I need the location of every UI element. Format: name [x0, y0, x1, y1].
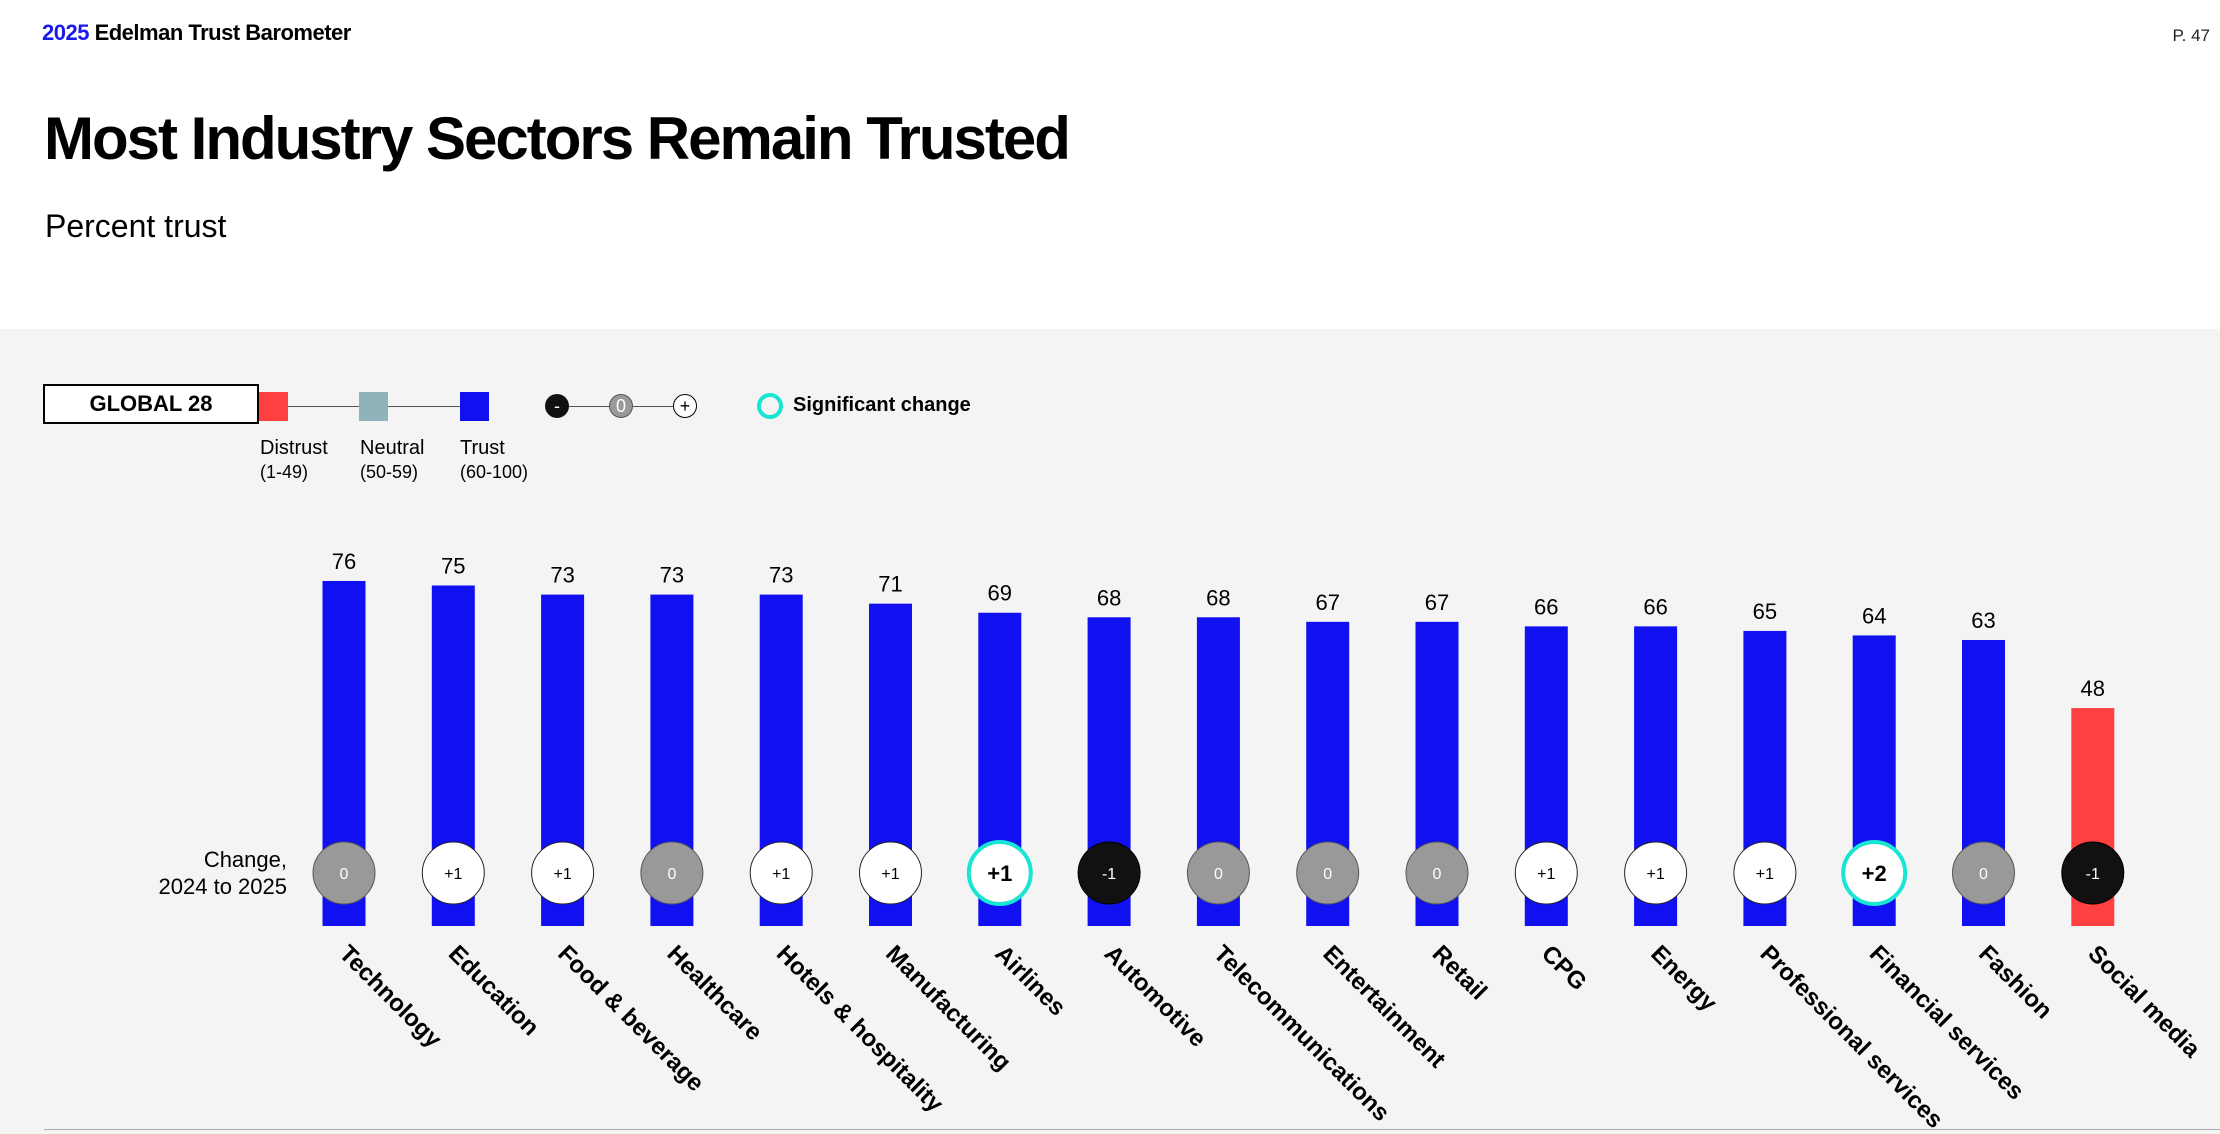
- value-label-3: 73: [660, 563, 684, 588]
- legend-trust-label: Trust (60-100): [460, 437, 529, 482]
- change-label-2: +1: [553, 866, 571, 883]
- category-label-11: CPG: [1536, 940, 1592, 996]
- change-label-6: +1: [987, 861, 1012, 886]
- change-label-10: 0: [1433, 866, 1442, 883]
- value-label-14: 64: [1862, 603, 1886, 628]
- change-circle-10: [1405, 841, 1469, 905]
- change-label-11: +1: [1537, 866, 1555, 883]
- bottom-divider: [44, 1129, 2220, 1130]
- category-label-6: Airlines: [990, 940, 1071, 1021]
- value-label-10: 67: [1425, 590, 1449, 615]
- page-title: Most Industry Sectors Remain Trusted: [44, 105, 1071, 172]
- change-label-12: +1: [1646, 866, 1664, 883]
- value-label-4: 73: [769, 563, 793, 588]
- change-label-8: 0: [1214, 866, 1223, 883]
- change-circle-9: [1296, 841, 1360, 905]
- legend-distrust-label: Distrust (1-49): [260, 437, 328, 482]
- change-label-13: +1: [1756, 866, 1774, 883]
- change-circle-6: [966, 840, 1033, 906]
- change-label-7: -1: [1102, 866, 1116, 883]
- change-circle-15: [1952, 841, 2015, 905]
- brand-name: Edelman Trust Barometer: [88, 20, 352, 45]
- change-axis-label: Change, 2024 to 2025: [158, 847, 287, 899]
- change-circle-12: [1624, 841, 1688, 905]
- value-label-8: 68: [1206, 585, 1230, 610]
- change-label-3: 0: [667, 866, 676, 883]
- change-label-5: +1: [881, 866, 899, 883]
- change-circle-11: [1514, 841, 1578, 905]
- value-label-2: 73: [550, 563, 574, 588]
- category-label-15: Fashion: [1973, 940, 2057, 1024]
- category-label-7: Automotive: [1099, 940, 1211, 1052]
- category-label-8: Telecommunications: [1208, 940, 1395, 1127]
- page-number: P. 47: [2172, 26, 2210, 45]
- value-label-7: 68: [1097, 585, 1121, 610]
- value-label-1: 75: [441, 554, 465, 579]
- value-label-9: 67: [1315, 590, 1339, 615]
- brand-logo: 2025 Edelman Trust Barometer: [42, 20, 351, 46]
- change-circle-2: [531, 841, 595, 905]
- value-label-6: 69: [988, 581, 1012, 606]
- legend-trust-swatch: [460, 392, 489, 421]
- category-label-16: Social media: [2083, 940, 2206, 1063]
- change-label-14: +2: [1862, 861, 1887, 886]
- change-circle-14: [1841, 840, 1908, 906]
- scope-label-box: GLOBAL 28: [43, 384, 259, 424]
- value-label-13: 65: [1753, 599, 1777, 624]
- change-circle-5: [859, 841, 922, 905]
- value-label-0: 76: [332, 549, 356, 574]
- category-label-10: Retail: [1427, 940, 1492, 1005]
- value-label-12: 66: [1643, 594, 1667, 619]
- category-label-3: Healthcare: [662, 940, 768, 1046]
- change-label-1: +1: [444, 866, 462, 883]
- legend-distrust-swatch: [259, 392, 288, 421]
- legend-negative-icon: -: [545, 394, 569, 418]
- change-circle-7: [1077, 841, 1141, 905]
- change-label-0: 0: [340, 866, 349, 883]
- value-label-5: 71: [878, 572, 902, 597]
- category-label-12: Energy: [1645, 940, 1722, 1017]
- legend-neutral-label: Neutral (50-59): [360, 437, 425, 482]
- change-circle-8: [1186, 841, 1250, 905]
- category-label-1: Education: [443, 940, 544, 1041]
- change-label-4: +1: [772, 866, 790, 883]
- legend-neutral-swatch: [359, 392, 388, 421]
- change-label-9: 0: [1323, 866, 1332, 883]
- value-label-16: 48: [2081, 676, 2105, 701]
- value-label-15: 63: [1971, 608, 1995, 633]
- legend-significant-label: Significant change: [793, 394, 971, 416]
- page-subtitle: Percent trust: [45, 208, 227, 244]
- brand-year: 2025: [42, 20, 89, 45]
- category-label-0: Technology: [334, 940, 448, 1054]
- value-label-11: 66: [1534, 594, 1558, 619]
- change-circle-0: [312, 841, 376, 905]
- change-circle-3: [640, 841, 704, 905]
- change-circle-4: [749, 841, 813, 905]
- legend-zero-icon: 0: [609, 394, 633, 418]
- change-label-16: -1: [2086, 866, 2100, 883]
- change-label-15: 0: [1979, 866, 1988, 883]
- change-circle-13: [1733, 841, 1797, 905]
- change-circle-1: [421, 841, 485, 905]
- legend-positive-icon: +: [673, 394, 697, 418]
- category-label-13: Professional services: [1755, 940, 1949, 1134]
- change-circle-16: [2061, 841, 2125, 905]
- legend-significant-icon: [757, 393, 783, 419]
